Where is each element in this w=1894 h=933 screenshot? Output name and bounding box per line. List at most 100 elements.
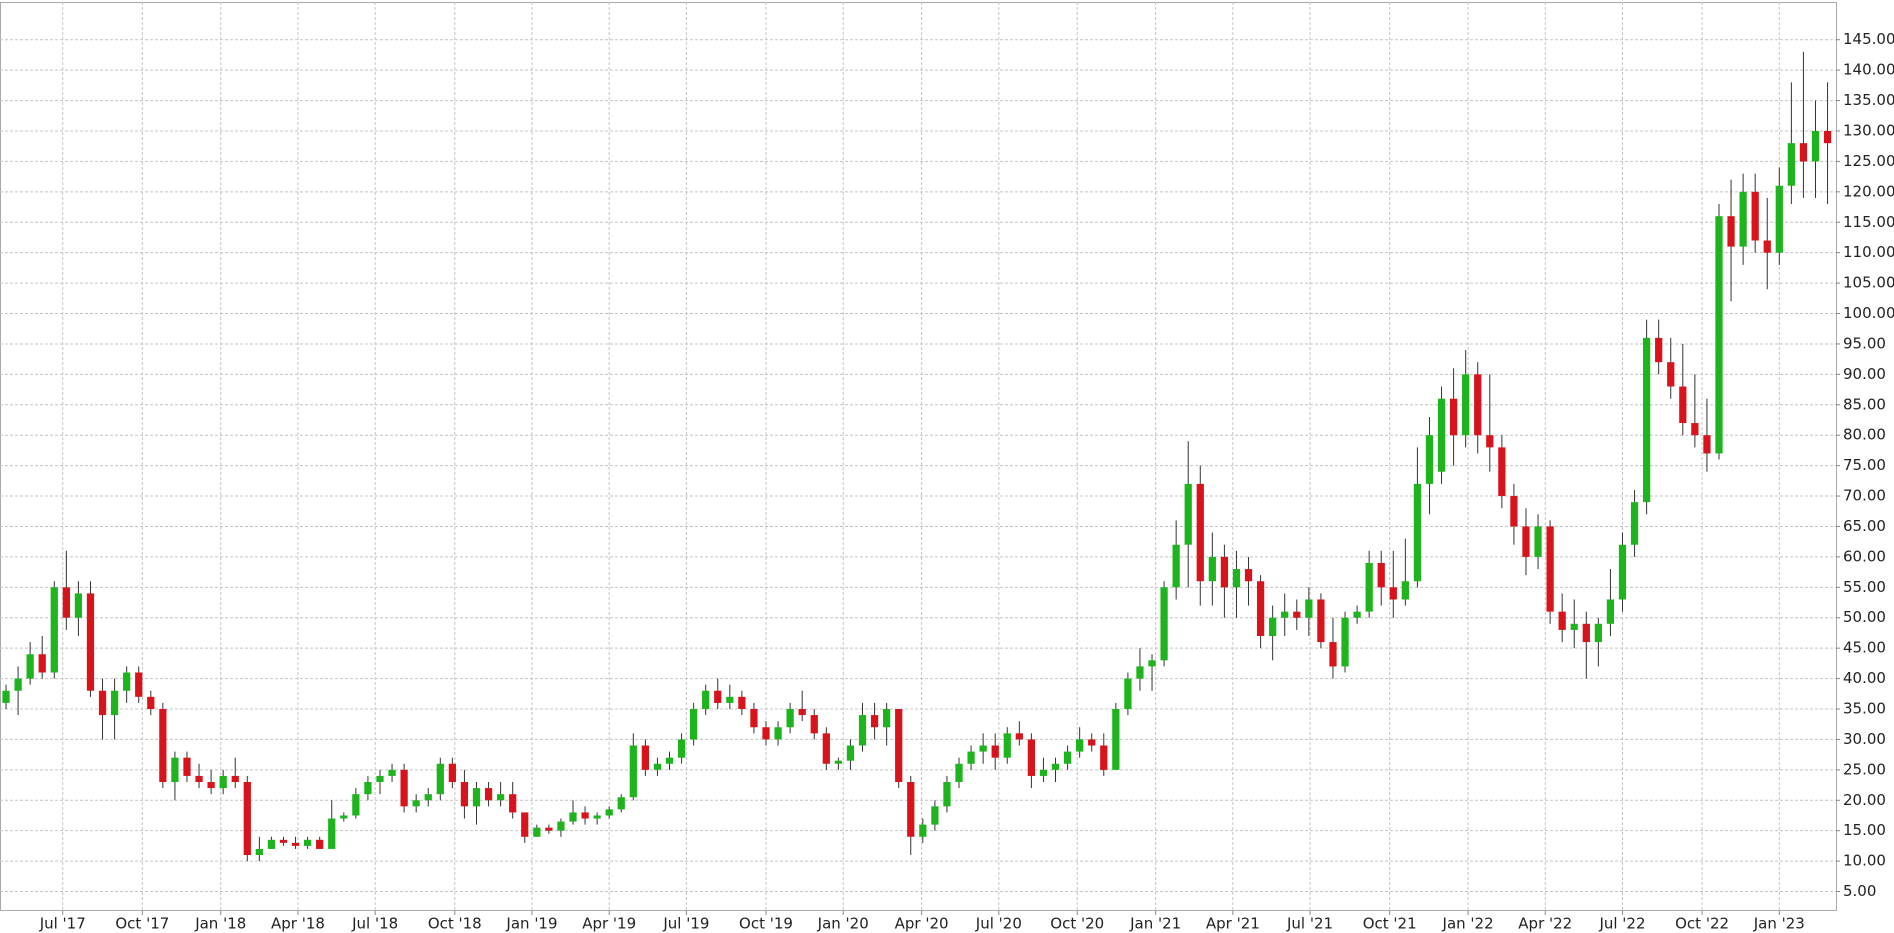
candle-body [1015,733,1023,740]
candle-body [1148,660,1156,667]
x-tick-label: Jan '21 [1129,915,1181,933]
candle-body [291,842,300,846]
candle-body [279,839,288,843]
candle-body [316,839,324,849]
candle-body [1100,745,1108,770]
y-tick-label: 85.00 [1843,395,1886,413]
candle-body [521,812,529,837]
candle-body [1076,739,1084,752]
candle-body [448,763,456,783]
candle-body [907,782,915,837]
candle-body [26,654,34,679]
candle-body [484,788,493,801]
candle-body [653,763,662,770]
candle-body [1787,143,1795,186]
candle-body [195,775,203,783]
candle-body [1486,435,1494,448]
candle-body [919,824,927,837]
y-tick-label: 55.00 [1843,578,1886,596]
candle-body [1244,569,1253,582]
candle-body [1715,216,1723,454]
y-tick-label: 110.00 [1843,243,1894,261]
candle-body [50,587,58,673]
candle-body [14,678,22,691]
candle-body [219,775,227,789]
candle-body [38,654,46,673]
x-tick-label: Oct '21 [1363,915,1417,933]
candle-body [388,769,396,776]
candle-body [617,797,625,810]
candle-body [1232,569,1241,588]
x-tick-label: Apr '21 [1206,915,1260,933]
x-tick-label: Jan '23 [1753,915,1805,933]
candle-body [1811,130,1820,162]
y-tick-label: 115.00 [1843,213,1894,231]
x-tick-label: Jul '17 [39,915,86,933]
x-tick-label: Jan '22 [1442,915,1494,933]
candle-body [665,757,674,764]
x-tick-label: Jan '18 [194,915,246,933]
y-tick-label: 80.00 [1843,426,1886,444]
candle-body [1739,191,1747,247]
candle-body [1630,502,1639,545]
candle-body [1027,739,1036,776]
y-tick-label: 50.00 [1843,608,1886,626]
candle-body [171,757,179,783]
y-tick-label: 95.00 [1843,334,1886,352]
candle-body [774,727,782,740]
candle-body [1269,617,1277,636]
candle-body [786,709,794,728]
candle-body [328,818,336,849]
candle-body [931,806,939,825]
y-tick-label: 105.00 [1843,274,1894,292]
candle-body [955,763,963,783]
x-tick-label: Oct '18 [428,915,482,933]
candle-body [255,848,263,856]
candle-body [86,593,95,691]
candle-body [1546,526,1554,612]
candle-body [1474,374,1482,436]
x-tick-label: Oct '17 [115,915,169,933]
candle-body [738,696,746,709]
candle-body [1365,562,1373,612]
candle-body [2,690,10,703]
candle-body [1799,143,1808,162]
y-tick-label: 90.00 [1843,365,1886,383]
candle-body [412,800,420,807]
candle-body [1051,763,1060,770]
x-tick-label: Oct '19 [739,915,793,933]
candle-body [895,709,903,783]
candle-body [1329,642,1337,667]
candle-body [1039,769,1048,776]
candle-body [883,709,891,728]
candle-body [135,672,143,697]
candle-body [1642,337,1651,503]
x-tick-label: Oct '22 [1675,915,1729,933]
candle-body [364,782,372,795]
candle-body [1172,544,1180,588]
candle-body [1088,739,1096,746]
candle-body [1425,435,1434,484]
candle-body [1063,751,1072,764]
y-tick-label: 60.00 [1843,547,1886,565]
candle-body [1775,185,1783,253]
candle-body [810,715,818,734]
candle-body [496,794,505,801]
candle-body [1703,435,1711,454]
candle-body [858,715,867,746]
candle-body [352,794,360,816]
candle-body [74,593,83,618]
candle-body [1305,599,1313,618]
candle-body [1184,483,1192,545]
candle-body [1510,496,1518,527]
y-tick-label: 100.00 [1843,304,1894,322]
candle-body [1136,666,1144,679]
y-tick-label: 15.00 [1843,821,1886,839]
x-tick-label: Jul '20 [975,915,1022,933]
y-tick-label: 65.00 [1843,517,1886,535]
candle-body [569,812,577,822]
candle-body [231,775,239,783]
y-tick-label: 145.00 [1843,30,1894,48]
candle-body [1281,611,1289,618]
